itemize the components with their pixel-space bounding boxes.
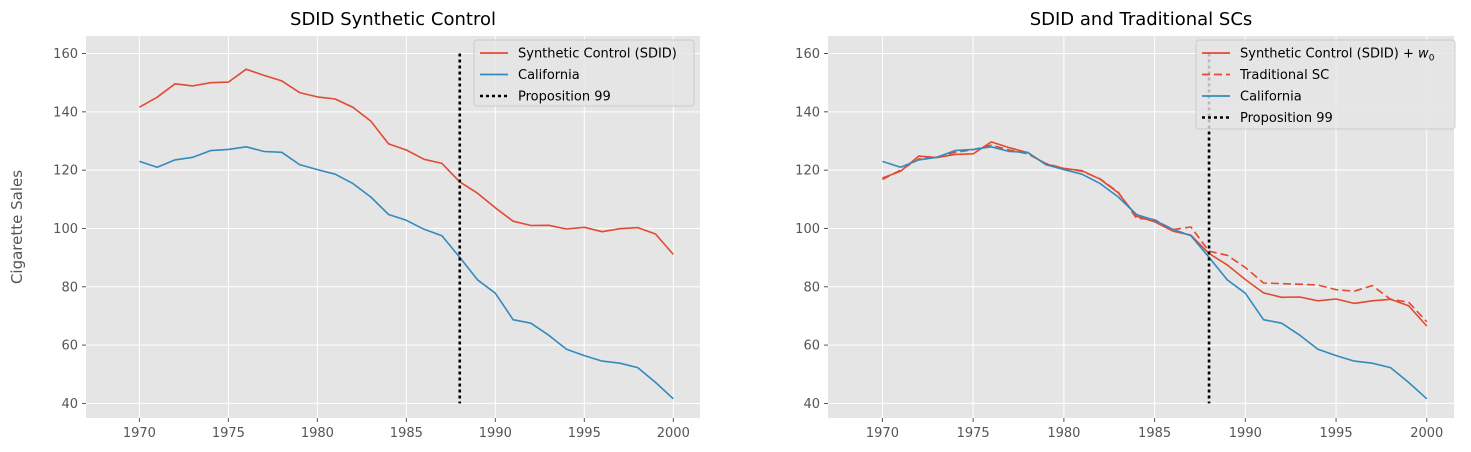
legend-label: Proposition 99: [1240, 111, 1333, 126]
x-tick-label: 1970: [866, 426, 899, 441]
chart-title: SDID Synthetic Control: [290, 9, 496, 30]
legend-box: [1195, 39, 1456, 130]
y-tick-label: 60: [803, 339, 820, 354]
legend-label: California: [518, 68, 580, 83]
y-tick-label: 100: [795, 222, 820, 237]
series-line-synthetic-control-sdid: [139, 68, 674, 255]
legend: Synthetic Control (SDID) California Propos…: [473, 39, 695, 107]
chart-panel-2: 1970 1975 1980 1985 1990 1995 2000 40 60 80 100 120…: [795, 9, 1456, 441]
chart-panel-1: 1970 1975 1980 1985 1990 1995 2000 40 60 80 100 120…: [8, 9, 700, 441]
y-tick-label: 120: [795, 164, 820, 179]
y-tick-label: 60: [61, 339, 78, 354]
y-tick-label: 140: [795, 105, 820, 120]
x-tick-label: 1985: [390, 426, 423, 441]
y-tick-label: 100: [53, 222, 78, 237]
legend-label: Proposition 99: [518, 90, 611, 105]
legend-box: [473, 39, 695, 107]
y-tick-label: 160: [795, 47, 820, 62]
x-tick-label: 2000: [657, 426, 690, 441]
x-tick-label: 1990: [1229, 426, 1262, 441]
legend-label: California: [1240, 90, 1302, 105]
y-tick-label: 40: [61, 397, 78, 412]
x-tick-label: 1980: [301, 426, 334, 441]
legend-label: Synthetic Control (SDID): [518, 47, 677, 62]
chart-title: SDID and Traditional SCs: [1030, 9, 1253, 30]
x-tick-label: 1980: [1047, 426, 1080, 441]
series-line-california: [882, 146, 1428, 400]
y-tick-label: 80: [61, 280, 78, 295]
legend: Synthetic Control (SDID) + w0 Traditional…: [1195, 39, 1456, 130]
y-tick-label: 80: [803, 280, 820, 295]
series-line-california: [139, 146, 674, 400]
series-line-synthetic-control-sdid-w0: [882, 141, 1428, 327]
y-tick-label: 140: [53, 105, 78, 120]
x-tick-label: 1975: [212, 426, 245, 441]
x-tick-label: 1975: [957, 426, 990, 441]
y-tick-label: 160: [53, 47, 78, 62]
y-axis-label: Cigarette Sales: [8, 170, 26, 284]
x-tick-label: 1970: [123, 426, 156, 441]
y-tick-label: 40: [803, 397, 820, 412]
x-tick-label: 1985: [1138, 426, 1171, 441]
x-tick-label: 1990: [479, 426, 512, 441]
legend-label: Traditional SC: [1239, 68, 1329, 83]
legend-label: Synthetic Control (SDID) + w0: [1240, 47, 1435, 64]
x-tick-label: 1995: [1320, 426, 1353, 441]
x-tick-label: 2000: [1410, 426, 1443, 441]
y-tick-label: 120: [53, 164, 78, 179]
x-tick-label: 1995: [568, 426, 601, 441]
